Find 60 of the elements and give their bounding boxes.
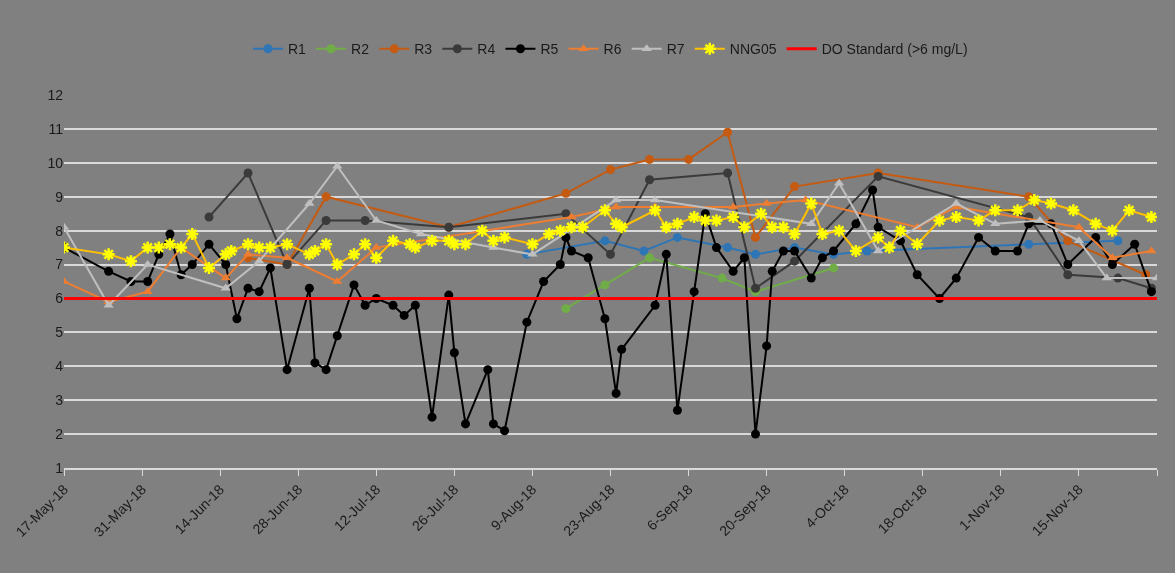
y-tick-label: 4	[55, 358, 64, 375]
point	[750, 232, 760, 242]
point	[672, 232, 682, 242]
y-tick-label: 1	[55, 459, 64, 476]
y-tick-label: 6	[55, 290, 64, 307]
legend-label: R2	[351, 41, 370, 58]
y-tick-label: 10	[47, 154, 64, 171]
point	[750, 249, 760, 259]
point	[645, 175, 655, 185]
point	[1113, 236, 1123, 246]
point	[723, 127, 733, 137]
y-tick-label: 7	[55, 256, 64, 273]
y-tick-label: 2	[55, 425, 64, 442]
point	[862, 246, 872, 256]
y-tick-label: 3	[55, 392, 64, 409]
point	[371, 215, 382, 223]
point	[790, 182, 800, 192]
point	[717, 273, 727, 283]
point	[1063, 236, 1073, 246]
point	[600, 280, 610, 290]
y-tick-label: 8	[55, 222, 64, 239]
point	[204, 212, 214, 222]
legend-label: R6	[603, 41, 622, 58]
point	[790, 256, 800, 266]
point	[723, 168, 733, 178]
point	[1146, 246, 1157, 254]
point	[561, 188, 571, 198]
point	[527, 249, 538, 257]
y-tick-label: 11	[48, 120, 64, 137]
point	[600, 236, 610, 246]
point	[606, 249, 615, 259]
point	[321, 192, 331, 202]
point	[639, 246, 649, 256]
point	[360, 215, 370, 225]
point	[829, 263, 839, 273]
point	[1024, 239, 1034, 249]
point	[806, 219, 817, 227]
y-tick-label: 9	[55, 188, 64, 205]
point	[561, 304, 571, 314]
point	[645, 154, 655, 164]
legend-label: R1	[288, 41, 307, 58]
legend-label: DO Standard (>6 mg/L)	[821, 41, 968, 58]
point	[750, 283, 760, 293]
y-tick-label: 12	[47, 86, 64, 103]
point	[1107, 253, 1118, 261]
legend-label: R5	[540, 41, 559, 58]
legend-label: R7	[666, 41, 685, 58]
point	[321, 215, 331, 225]
point	[990, 219, 1001, 227]
legend-label: R3	[414, 41, 433, 58]
legend-label: NNG05	[729, 41, 777, 58]
point	[1063, 270, 1073, 280]
y-tick-label: 5	[55, 324, 64, 341]
point	[243, 168, 253, 178]
point	[684, 154, 694, 164]
point	[645, 253, 655, 263]
point	[606, 165, 615, 175]
legend-label: R4	[477, 41, 496, 58]
point	[220, 283, 231, 291]
point	[723, 243, 733, 253]
